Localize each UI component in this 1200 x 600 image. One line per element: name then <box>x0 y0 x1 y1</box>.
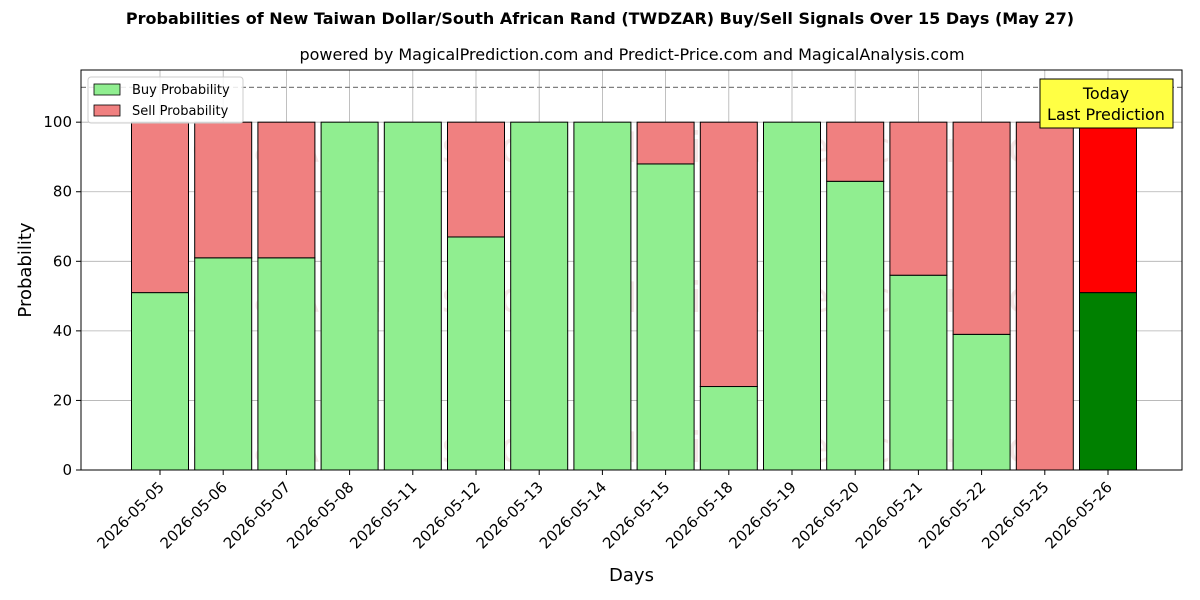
today-annotation: Today Last Prediction <box>1039 78 1174 129</box>
x-tick-label: 2026-05-12 <box>409 478 483 552</box>
buy-bar <box>699 386 758 471</box>
sell-bar <box>194 121 253 259</box>
buy-bar <box>952 333 1011 471</box>
x-tick-label: 2026-05-06 <box>157 478 231 552</box>
x-tick-label: 2026-05-07 <box>220 478 294 552</box>
y-tick-label: 0 <box>62 461 72 479</box>
y-axis-label: Probability <box>15 222 36 317</box>
x-axis-label: Days <box>609 565 654 586</box>
buy-bar <box>889 274 948 471</box>
buy-bar <box>636 163 695 471</box>
sell-bar <box>131 121 189 294</box>
buy-bar <box>573 121 632 471</box>
legend-box <box>87 76 244 124</box>
buy-bar <box>320 121 379 471</box>
legend-buy-swatch <box>93 83 121 96</box>
buy-bar <box>257 257 316 471</box>
x-tick-label: 2026-05-08 <box>283 478 357 552</box>
today-annotation-box <box>1039 78 1174 129</box>
x-tick-label: 2026-05-22 <box>915 478 989 552</box>
y-tick-label: 100 <box>43 113 72 131</box>
plot-frame <box>80 69 1183 471</box>
sell-bar <box>699 121 758 388</box>
y-tick-label: 40 <box>53 322 72 340</box>
sell-bar <box>636 121 695 165</box>
buy-bar <box>1079 292 1137 471</box>
today-annotation-line2: Last Prediction <box>1047 105 1165 124</box>
today-annotation-line1: Today <box>1082 84 1129 103</box>
x-tick-label: 2026-05-25 <box>978 478 1052 552</box>
legend-buy-label: Buy Probability <box>132 83 230 98</box>
x-tick-label: 2026-05-11 <box>346 478 420 552</box>
x-tick-label: 2026-05-26 <box>1041 478 1115 552</box>
buy-bar <box>510 121 569 471</box>
buy-bar <box>194 257 253 471</box>
buy-bar <box>383 121 442 471</box>
y-tick-label: 80 <box>53 183 72 201</box>
chart-title: Probabilities of New Taiwan Dollar/South… <box>125 9 1075 28</box>
sell-bar <box>952 121 1011 335</box>
sell-bar <box>889 121 948 276</box>
y-axis-ticks: 0 20 40 60 80 100 <box>43 113 81 479</box>
legend-sell-label: Sell Probability <box>132 104 229 119</box>
x-tick-label: 2026-05-20 <box>789 478 863 552</box>
x-tick-label: 2026-05-14 <box>536 478 610 552</box>
y-tick-label: 60 <box>53 252 72 270</box>
x-axis-ticks: 2026-05-052026-05-062026-05-072026-05-08… <box>93 470 1116 552</box>
sell-bar <box>826 121 885 182</box>
x-tick-label: 2026-05-15 <box>599 478 673 552</box>
y-tick-label: 20 <box>53 391 72 409</box>
x-tick-label: 2026-05-19 <box>725 478 799 552</box>
buy-bar <box>131 292 189 471</box>
x-tick-label: 2026-05-05 <box>93 478 167 552</box>
buy-bar <box>447 236 505 471</box>
legend: Buy Probability Sell Probability <box>87 76 244 124</box>
sell-bar <box>1079 121 1137 294</box>
x-tick-label: 2026-05-13 <box>473 478 547 552</box>
buy-bar <box>763 121 821 471</box>
sell-bar <box>1015 121 1074 471</box>
buy-bar <box>826 180 885 471</box>
bars-layer <box>131 121 1137 471</box>
sell-bar <box>447 121 505 238</box>
legend-sell-swatch <box>93 104 121 117</box>
x-tick-label: 2026-05-18 <box>662 478 736 552</box>
x-tick-label: 2026-05-21 <box>852 478 926 552</box>
chart-subtitle: powered by MagicalPrediction.com and Pre… <box>299 45 965 64</box>
sell-bar <box>257 121 316 259</box>
